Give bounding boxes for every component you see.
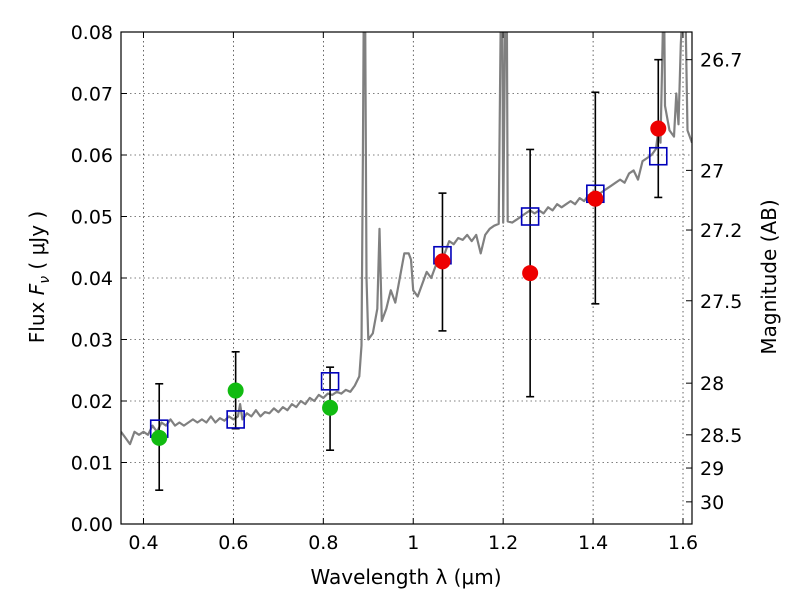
y-axis-label-symbol: F <box>25 283 49 295</box>
y-axis-label: Flux Fν ( μJy ) <box>25 211 53 343</box>
model-point-square <box>520 207 540 226</box>
y-tick-label: 0.00 <box>71 514 113 536</box>
green-point <box>322 399 339 416</box>
y-tick-label: 0.07 <box>71 84 113 106</box>
x-tick-label: 0.8 <box>308 532 338 554</box>
red-point <box>587 190 604 207</box>
grid <box>121 32 692 524</box>
model-point-square <box>648 146 668 166</box>
tick-layer: 0.4 0.6 0.8 1 1.2 1.4 1.6 0.00 0.01 0.02 0.03 0.04 0… <box>71 22 743 554</box>
y-axis-label-subscript: ν <box>37 276 53 284</box>
x-axis-label: Wavelength λ (μm) <box>310 565 501 589</box>
marker-layer <box>149 120 668 446</box>
magnitude-tick-label: 26.7 <box>700 50 742 72</box>
green-point <box>151 429 168 446</box>
magnitude-tick-label: 28.5 <box>700 425 742 447</box>
x-tick-label: 0.4 <box>128 532 158 554</box>
spectrum-layer <box>121 32 692 446</box>
magnitude-tick-label: 29 <box>700 458 724 480</box>
magnitude-tick-label: 27 <box>700 160 724 182</box>
errorbar-layer <box>155 58 663 491</box>
green-point <box>227 382 244 399</box>
y-tick-label: 0.02 <box>71 391 113 413</box>
x-tick-label: 1.6 <box>668 532 698 554</box>
y-tick-label: 0.03 <box>71 330 113 352</box>
y-axis-label-prefix: Flux <box>25 295 49 343</box>
model-point-square <box>320 372 340 391</box>
spectrum-line <box>121 32 692 446</box>
x-tick-label: 1 <box>407 532 419 554</box>
magnitude-tick-label: 30 <box>700 492 724 514</box>
magnitude-tick-label: 27.2 <box>700 220 742 242</box>
y-tick-label: 0.04 <box>71 268 113 290</box>
y-tick-label: 0.01 <box>71 453 113 475</box>
magnitude-tick-label: 28 <box>700 373 724 395</box>
x-tick-label: 1.4 <box>578 532 608 554</box>
x-tick-label: 0.6 <box>218 532 248 554</box>
x-tick-label: 1.2 <box>488 532 518 554</box>
y-tick-label: 0.06 <box>71 145 113 167</box>
magnitude-axis-label: Magnitude (AB) <box>757 199 781 354</box>
y-axis-label-units: ( μJy ) <box>25 211 49 276</box>
red-point <box>434 253 451 270</box>
red-point <box>650 120 667 137</box>
model-point-square <box>226 410 245 429</box>
magnitude-tick-label: 27.5 <box>700 291 742 313</box>
y-tick-label: 0.08 <box>71 22 113 44</box>
y-tick-label: 0.05 <box>71 207 113 229</box>
red-point <box>522 265 539 282</box>
